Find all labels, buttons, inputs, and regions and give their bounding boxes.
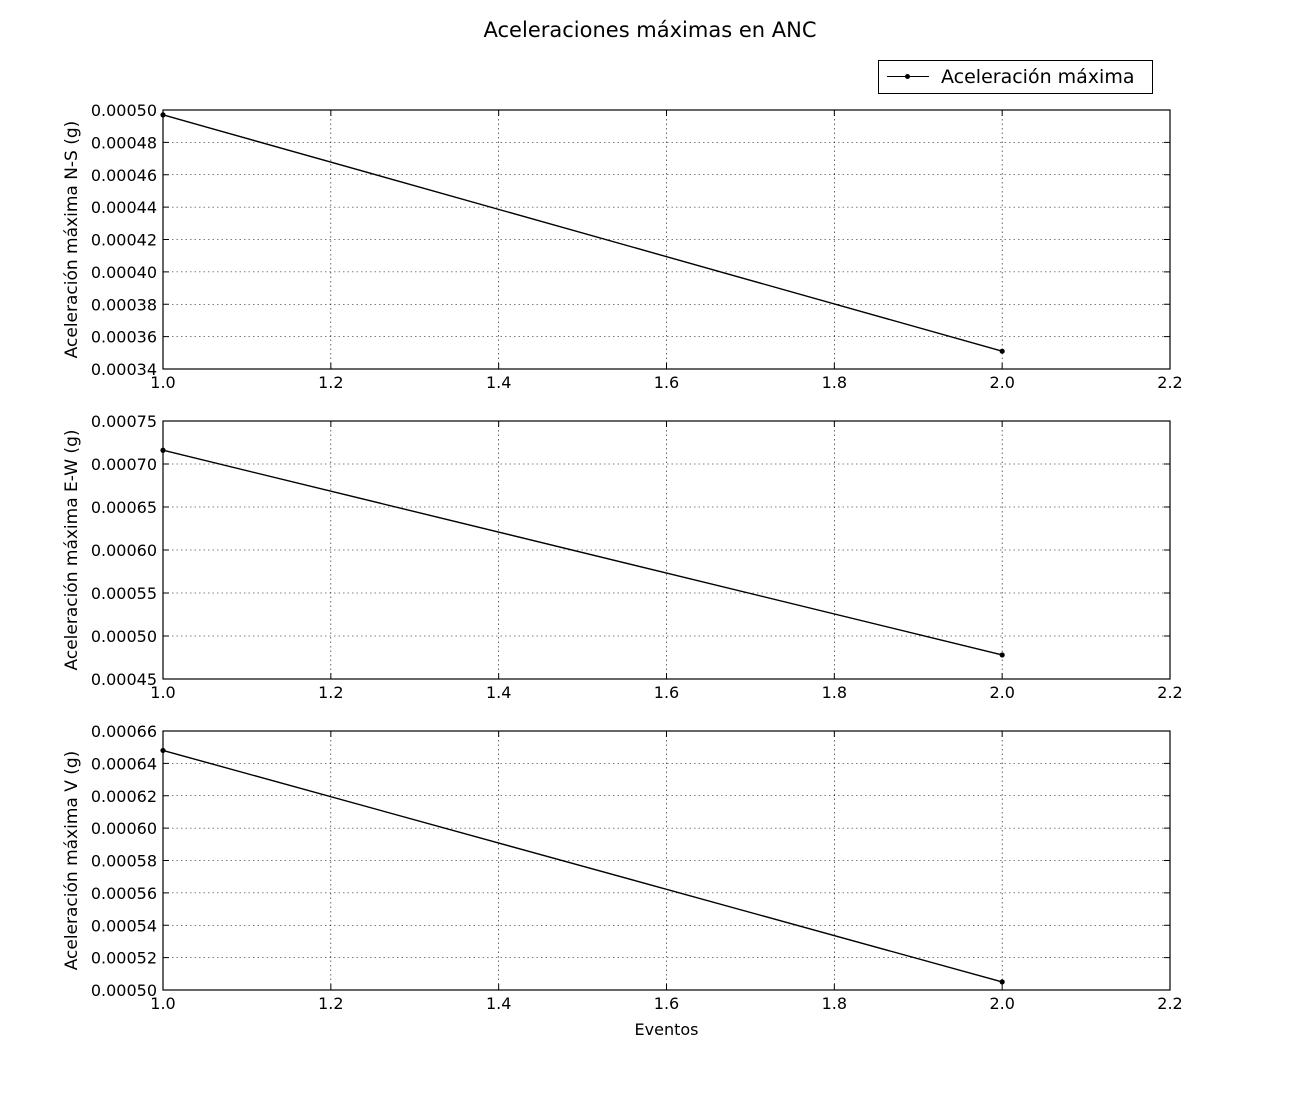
y-axis-label: Aceleración máxima E-W (g) xyxy=(62,430,82,671)
y-tick-label: 0.00040 xyxy=(91,263,157,282)
y-tick-label: 0.00054 xyxy=(91,916,157,935)
legend-marker-swatch xyxy=(905,74,910,79)
y-tick-label: 0.00075 xyxy=(91,412,157,431)
x-tick-label: 1.4 xyxy=(486,373,511,392)
y-tick-label: 0.00058 xyxy=(91,852,157,871)
y-tick-label: 0.00046 xyxy=(91,166,157,185)
axes-frame xyxy=(162,420,1171,680)
subplot-1: 1.0 1.2 1.4 1.6 1.8 2.0 2.2 0.00034 0.00036 0.000… xyxy=(62,101,1183,392)
y-axis-label: Aceleración máxima V (g) xyxy=(62,751,82,971)
y-tick-label: 0.00038 xyxy=(91,295,157,314)
y-tick-label: 0.00065 xyxy=(91,498,157,517)
x-tick-label: 1.6 xyxy=(654,683,679,702)
x-tick-label: 1.0 xyxy=(150,994,175,1013)
x-tick-label: 2.2 xyxy=(1157,994,1182,1013)
x-tick-label: 2.0 xyxy=(989,994,1014,1013)
y-tick-label: 0.00044 xyxy=(91,198,157,217)
x-tick-label: 1.2 xyxy=(318,994,343,1013)
x-tick-label: 1.2 xyxy=(318,683,343,702)
y-tick-label: 0.00060 xyxy=(91,541,157,560)
data-point xyxy=(999,348,1005,354)
x-axis-label: Eventos xyxy=(635,1020,699,1039)
y-tick-label: 0.00036 xyxy=(91,328,157,347)
x-tick-label: 1.0 xyxy=(150,373,175,392)
x-tick-label: 1.4 xyxy=(486,994,511,1013)
y-tick-label: 0.00042 xyxy=(91,231,157,250)
x-tick-label: 2.0 xyxy=(989,373,1014,392)
series-line xyxy=(162,114,1003,352)
data-point xyxy=(160,747,166,754)
y-tick-label: 0.00062 xyxy=(91,787,157,806)
data-point xyxy=(999,652,1005,658)
x-tick-label: 1.0 xyxy=(150,683,175,702)
y-tick-label: 0.00066 xyxy=(91,722,157,741)
y-tick-label: 0.00056 xyxy=(91,884,157,903)
axes-frame xyxy=(162,730,1171,991)
y-tick-label: 0.00050 xyxy=(91,981,157,1000)
data-point xyxy=(160,447,166,453)
series-line xyxy=(162,449,1003,656)
data-point xyxy=(160,112,166,118)
x-tick-label: 1.8 xyxy=(822,994,847,1013)
x-tick-label: 1.8 xyxy=(822,373,847,392)
y-axis-label: Aceleración máxima N-S (g) xyxy=(62,121,82,359)
legend: Aceleración máxima xyxy=(878,60,1153,94)
y-tick-label: 0.00050 xyxy=(91,101,157,120)
y-tick-label: 0.00050 xyxy=(91,627,157,646)
legend-label: Aceleración máxima xyxy=(941,66,1135,88)
y-tick-label: 0.00060 xyxy=(91,819,157,838)
x-tick-label: 2.2 xyxy=(1157,373,1182,392)
x-tick-label: 1.8 xyxy=(822,683,847,702)
subplot-2: 1.0 1.2 1.4 1.6 1.8 2.0 2.2 0.00045 0.00050 0.000… xyxy=(62,412,1183,702)
y-tick-label: 0.00034 xyxy=(91,360,157,379)
x-tick-label: 1.2 xyxy=(318,373,343,392)
x-tick-label: 2.2 xyxy=(1157,683,1182,702)
x-tick-label: 1.6 xyxy=(654,994,679,1013)
axes-frame xyxy=(162,109,1171,370)
y-tick-label: 0.00045 xyxy=(91,670,157,689)
data-point xyxy=(999,979,1005,985)
figure-title: Aceleraciones máximas en ANC xyxy=(483,18,817,42)
y-tick-label: 0.00048 xyxy=(91,133,157,152)
x-tick-label: 1.6 xyxy=(654,373,679,392)
x-tick-label: 1.4 xyxy=(486,683,511,702)
y-tick-label: 0.00052 xyxy=(91,949,157,968)
y-tick-label: 0.00055 xyxy=(91,584,157,603)
y-tick-label: 0.00070 xyxy=(91,455,157,474)
series-line xyxy=(162,749,1003,983)
y-tick-label: 0.00064 xyxy=(91,754,157,773)
x-tick-label: 2.0 xyxy=(989,683,1014,702)
subplot-3: 1.0 1.2 1.4 1.6 1.8 2.0 2.2 0.00050 0.00052 0.000… xyxy=(62,722,1183,1039)
